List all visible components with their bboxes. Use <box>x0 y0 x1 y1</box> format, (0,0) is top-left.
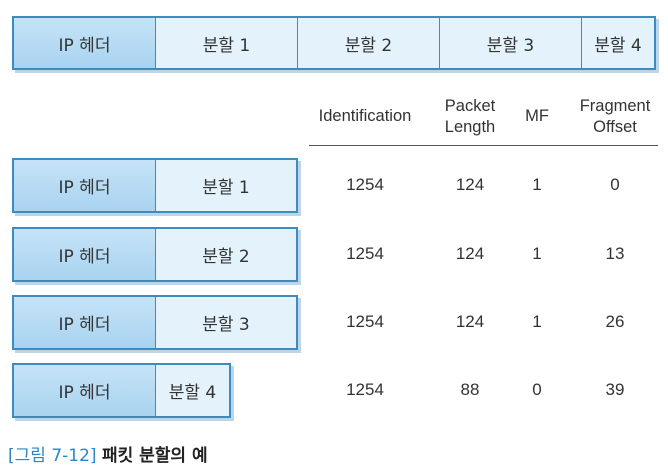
row-2-fragment-offset: 13 <box>605 244 625 263</box>
original-packet: IP 헤더 분할 1 분할 2 분할 3 분할 4 <box>12 16 656 70</box>
row-1-fragment-offset: 0 <box>610 175 620 194</box>
fragment-packet-3-data: 분할 3 <box>156 297 296 348</box>
fragment-packet-2-data: 분할 2 <box>156 229 296 280</box>
row-1-packet-length: 124 <box>455 175 485 194</box>
original-fragment-2: 분할 2 <box>298 18 440 68</box>
row-2-identification: 1254 <box>346 244 384 263</box>
fragment-packet-4-ip-header: IP 헤더 <box>14 365 156 416</box>
original-ip-header: IP 헤더 <box>14 18 156 68</box>
table-header-rule <box>309 145 658 146</box>
row-1-identification: 1254 <box>346 175 384 194</box>
row-3-identification: 1254 <box>346 312 384 331</box>
row-1-mf: 1 <box>532 175 542 194</box>
original-fragment-1: 분할 1 <box>156 18 298 68</box>
col-header-packet-length-line2: Length <box>444 118 496 136</box>
original-fragment-4: 분할 4 <box>582 18 654 68</box>
row-4-identification: 1254 <box>346 380 384 399</box>
row-2-mf: 1 <box>532 244 542 263</box>
col-header-fragment-offset: Fragment Offset <box>565 96 665 138</box>
col-header-fragment-offset-line2: Offset <box>593 118 637 136</box>
row-3-fragment-offset: 26 <box>605 312 625 331</box>
row-3-mf: 1 <box>532 312 542 331</box>
fragment-packet-1-ip-header: IP 헤더 <box>14 160 156 211</box>
original-fragment-3: 분할 3 <box>440 18 582 68</box>
fragment-packet-4-data: 분할 4 <box>156 365 229 416</box>
row-2-packet-length: 124 <box>455 244 485 263</box>
row-4-fragment-offset: 39 <box>605 380 625 399</box>
row-3-packet-length: 124 <box>455 312 485 331</box>
fragment-packet-4: IP 헤더 분할 4 <box>12 363 231 418</box>
fragment-packet-2-ip-header: IP 헤더 <box>14 229 156 280</box>
col-header-packet-length: Packet Length <box>425 96 515 138</box>
col-header-fragment-offset-line1: Fragment <box>579 97 651 115</box>
fragment-packet-2: IP 헤더 분할 2 <box>12 227 298 282</box>
fragment-packet-1-data: 분할 1 <box>156 160 296 211</box>
row-4-packet-length: 88 <box>460 380 480 399</box>
col-header-mf: MF <box>525 107 549 125</box>
fragment-packet-3-ip-header: IP 헤더 <box>14 297 156 348</box>
col-header-packet-length-line1: Packet <box>444 97 496 115</box>
col-header-identification: Identification <box>318 107 412 125</box>
fragment-packet-1: IP 헤더 분할 1 <box>12 158 298 213</box>
fragment-packet-3: IP 헤더 분할 3 <box>12 295 298 350</box>
figure-caption: [그림 7-12] 패킷 분할의 예 <box>8 441 208 466</box>
row-4-mf: 0 <box>532 380 542 399</box>
figure-caption-title: 패킷 분할의 예 <box>101 446 208 466</box>
figure-caption-label: [그림 7-12] <box>8 446 97 466</box>
